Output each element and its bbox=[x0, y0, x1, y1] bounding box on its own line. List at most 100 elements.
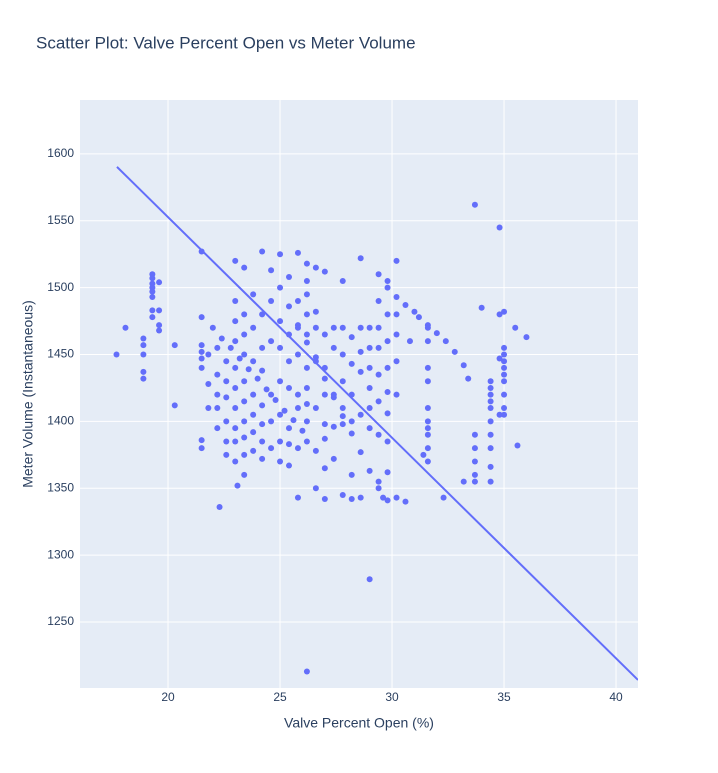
point bbox=[214, 371, 221, 378]
point bbox=[241, 351, 248, 358]
point bbox=[250, 447, 257, 454]
point bbox=[424, 425, 431, 432]
point bbox=[424, 405, 431, 412]
point bbox=[312, 308, 319, 315]
point bbox=[294, 298, 301, 305]
point bbox=[384, 388, 391, 395]
point bbox=[234, 482, 241, 489]
point bbox=[424, 378, 431, 385]
point bbox=[348, 418, 355, 425]
point bbox=[268, 391, 275, 398]
point bbox=[223, 358, 230, 365]
point bbox=[259, 367, 266, 374]
point bbox=[465, 375, 472, 382]
point bbox=[156, 322, 163, 329]
point bbox=[312, 405, 319, 412]
point bbox=[303, 339, 310, 346]
point bbox=[232, 338, 239, 345]
y-tick-label: 1500 bbox=[47, 280, 74, 294]
point bbox=[259, 402, 266, 409]
y-tick-label: 1600 bbox=[47, 146, 74, 160]
point bbox=[384, 277, 391, 284]
point bbox=[339, 277, 346, 284]
point bbox=[205, 351, 212, 358]
point bbox=[149, 307, 156, 314]
x-axis-title: Valve Percent Open (%) bbox=[284, 715, 434, 731]
point bbox=[312, 485, 319, 492]
point bbox=[402, 498, 409, 505]
point bbox=[250, 358, 257, 365]
point bbox=[321, 421, 328, 428]
point bbox=[321, 496, 328, 502]
point bbox=[366, 324, 373, 331]
y-tick-label: 1400 bbox=[47, 414, 74, 428]
point bbox=[321, 435, 328, 442]
point bbox=[501, 391, 508, 398]
point bbox=[393, 294, 400, 301]
point bbox=[198, 437, 205, 444]
point bbox=[393, 358, 400, 365]
point bbox=[232, 425, 239, 432]
point bbox=[259, 248, 266, 255]
point bbox=[140, 368, 147, 375]
point bbox=[156, 279, 163, 286]
point bbox=[232, 438, 239, 445]
point bbox=[285, 441, 292, 448]
point bbox=[375, 298, 382, 305]
point bbox=[393, 331, 400, 338]
point bbox=[250, 391, 257, 398]
point bbox=[156, 327, 163, 334]
point bbox=[375, 485, 382, 492]
point bbox=[303, 401, 310, 408]
point bbox=[411, 308, 418, 315]
chart-title: Scatter Plot: Valve Percent Open vs Mete… bbox=[36, 33, 416, 52]
point bbox=[268, 298, 275, 305]
point bbox=[478, 304, 485, 311]
point bbox=[384, 469, 391, 476]
point bbox=[232, 364, 239, 371]
point bbox=[277, 251, 284, 258]
point bbox=[420, 451, 427, 458]
point bbox=[501, 358, 508, 365]
point bbox=[263, 386, 270, 393]
point bbox=[339, 413, 346, 420]
point bbox=[205, 405, 212, 412]
point bbox=[214, 344, 221, 351]
point bbox=[514, 442, 521, 449]
point bbox=[451, 348, 458, 355]
point bbox=[140, 375, 147, 382]
point bbox=[149, 275, 156, 282]
point bbox=[357, 368, 364, 375]
point bbox=[357, 449, 364, 456]
x-tick-label: 40 bbox=[609, 690, 623, 704]
point bbox=[241, 451, 248, 458]
plot-area bbox=[80, 100, 638, 688]
point bbox=[303, 291, 310, 298]
point bbox=[241, 418, 248, 425]
point bbox=[254, 375, 261, 382]
point bbox=[357, 494, 364, 501]
point bbox=[303, 364, 310, 371]
point bbox=[312, 447, 319, 454]
point bbox=[384, 497, 391, 504]
point bbox=[312, 264, 319, 271]
point bbox=[366, 467, 373, 474]
point bbox=[393, 257, 400, 264]
point bbox=[250, 429, 257, 436]
point bbox=[294, 324, 301, 331]
point bbox=[321, 465, 328, 472]
point bbox=[223, 378, 230, 385]
point bbox=[471, 431, 478, 438]
x-tick-label: 20 bbox=[161, 690, 175, 704]
point bbox=[294, 351, 301, 358]
trend-line bbox=[116, 166, 638, 681]
point bbox=[171, 402, 178, 409]
point bbox=[294, 249, 301, 256]
point bbox=[312, 324, 319, 331]
point bbox=[299, 427, 306, 434]
point bbox=[424, 445, 431, 452]
point bbox=[471, 201, 478, 208]
point bbox=[339, 324, 346, 331]
point bbox=[241, 471, 248, 478]
point bbox=[250, 291, 257, 298]
